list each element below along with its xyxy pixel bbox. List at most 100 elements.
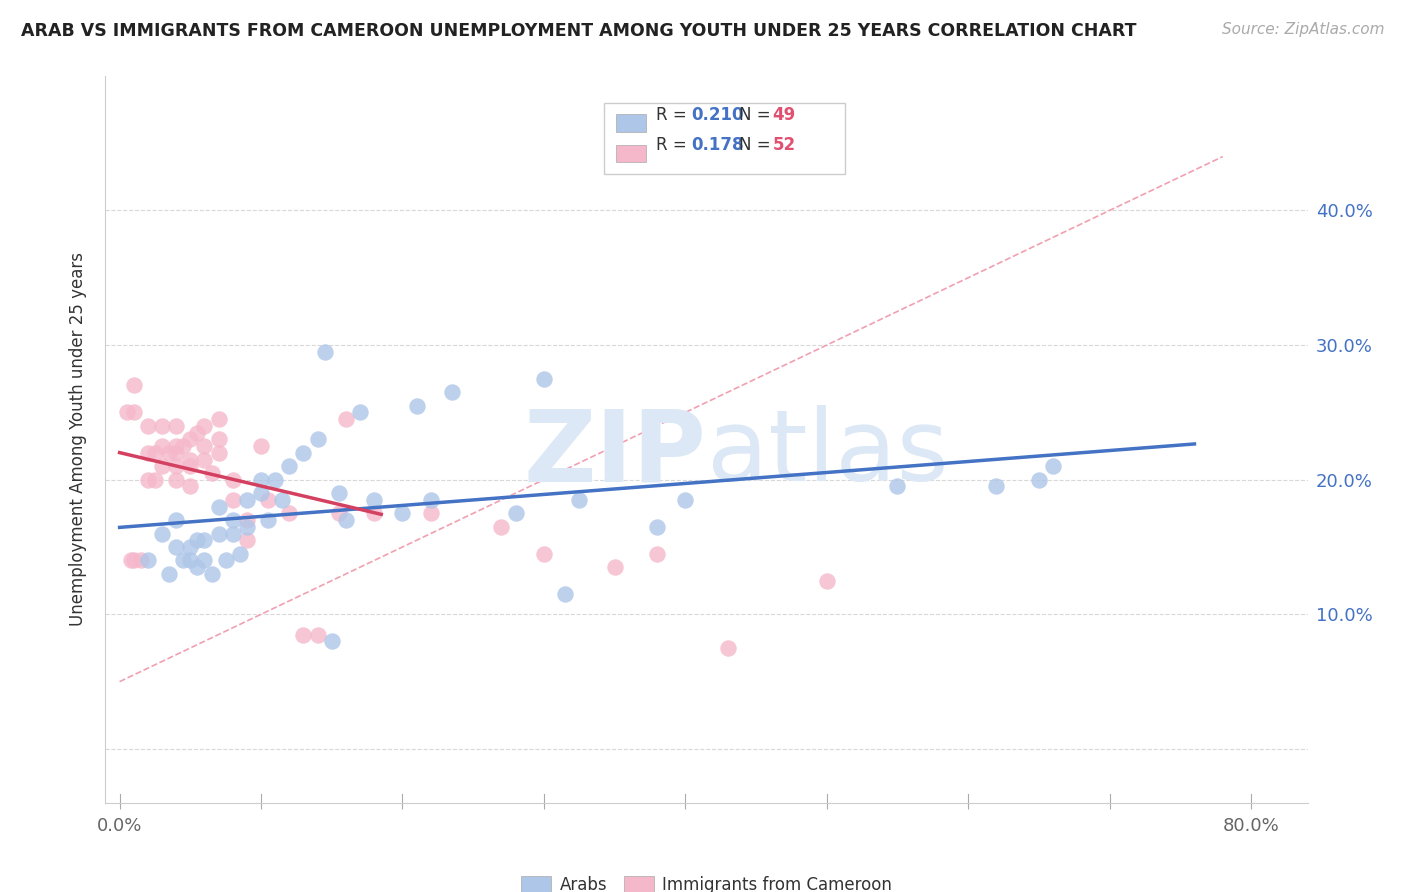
Point [207, 500, 229, 514]
Point [172, 439, 194, 453]
Point [405, 399, 427, 413]
Text: ARAB VS IMMIGRANTS FROM CAMEROON UNEMPLOYMENT AMONG YOUTH UNDER 25 YEARS CORRELA: ARAB VS IMMIGRANTS FROM CAMEROON UNEMPLO… [21, 22, 1136, 40]
Point [150, 526, 173, 541]
Point [165, 540, 187, 554]
Point [136, 446, 159, 460]
Point [207, 446, 229, 460]
Text: N =: N = [740, 106, 776, 124]
Point [122, 378, 145, 392]
Point [335, 412, 357, 426]
Point [257, 492, 280, 507]
Point [165, 446, 187, 460]
Legend: Arabs, Immigrants from Cameroon: Arabs, Immigrants from Cameroon [515, 870, 898, 892]
Point [419, 492, 441, 507]
Text: 0.210: 0.210 [690, 106, 744, 124]
Text: 49: 49 [773, 106, 796, 124]
Point [645, 520, 668, 534]
Point [143, 446, 166, 460]
FancyBboxPatch shape [616, 114, 647, 132]
Point [207, 526, 229, 541]
Point [349, 405, 371, 419]
Point [179, 459, 201, 474]
Point [328, 507, 350, 521]
Point [236, 533, 259, 548]
Point [200, 566, 222, 581]
Point [886, 479, 908, 493]
Point [419, 507, 441, 521]
Point [172, 553, 194, 567]
Text: 52: 52 [773, 136, 796, 154]
Point [335, 513, 357, 527]
Point [229, 547, 252, 561]
Y-axis label: Unemployment Among Youth under 25 years: Unemployment Among Youth under 25 years [69, 252, 87, 626]
Point [193, 439, 215, 453]
Point [505, 507, 527, 521]
Point [307, 627, 329, 641]
Point [157, 566, 180, 581]
FancyBboxPatch shape [605, 103, 845, 174]
Point [292, 627, 315, 641]
Point [363, 492, 385, 507]
Point [391, 507, 413, 521]
Point [236, 492, 259, 507]
Text: N =: N = [740, 136, 776, 154]
Point [292, 446, 315, 460]
Point [186, 533, 208, 548]
Point [222, 473, 245, 487]
Point [314, 344, 336, 359]
Text: Source: ZipAtlas.com: Source: ZipAtlas.com [1222, 22, 1385, 37]
Point [186, 425, 208, 440]
Point [533, 547, 555, 561]
Point [568, 492, 591, 507]
Point [328, 486, 350, 500]
Point [150, 418, 173, 433]
Point [207, 412, 229, 426]
Point [193, 533, 215, 548]
Point [222, 492, 245, 507]
Point [673, 492, 696, 507]
Point [120, 553, 142, 567]
Point [250, 473, 273, 487]
Point [179, 432, 201, 446]
Point [179, 540, 201, 554]
Point [278, 459, 301, 474]
Point [193, 452, 215, 467]
Text: 0.178: 0.178 [690, 136, 744, 154]
FancyBboxPatch shape [616, 145, 647, 162]
Point [150, 459, 173, 474]
Point [222, 526, 245, 541]
Point [193, 418, 215, 433]
Point [136, 473, 159, 487]
Point [165, 459, 187, 474]
Point [236, 513, 259, 527]
Point [122, 405, 145, 419]
Point [440, 385, 463, 400]
Point [179, 452, 201, 467]
Text: R =: R = [657, 106, 692, 124]
Point [717, 640, 740, 655]
Point [136, 418, 159, 433]
Point [554, 587, 576, 601]
Point [115, 405, 138, 419]
Point [271, 492, 294, 507]
Point [157, 446, 180, 460]
Point [363, 507, 385, 521]
Point [200, 466, 222, 480]
Text: atlas: atlas [707, 405, 948, 502]
Point [278, 507, 301, 521]
Point [193, 553, 215, 567]
Point [491, 520, 513, 534]
Point [186, 560, 208, 574]
Point [179, 479, 201, 493]
Text: ZIP: ZIP [523, 405, 707, 502]
Point [236, 520, 259, 534]
Point [150, 439, 173, 453]
Text: R =: R = [657, 136, 692, 154]
Point [129, 553, 152, 567]
Point [533, 372, 555, 386]
Point [307, 432, 329, 446]
Point [1028, 473, 1050, 487]
Point [250, 486, 273, 500]
Point [214, 553, 236, 567]
Point [250, 439, 273, 453]
